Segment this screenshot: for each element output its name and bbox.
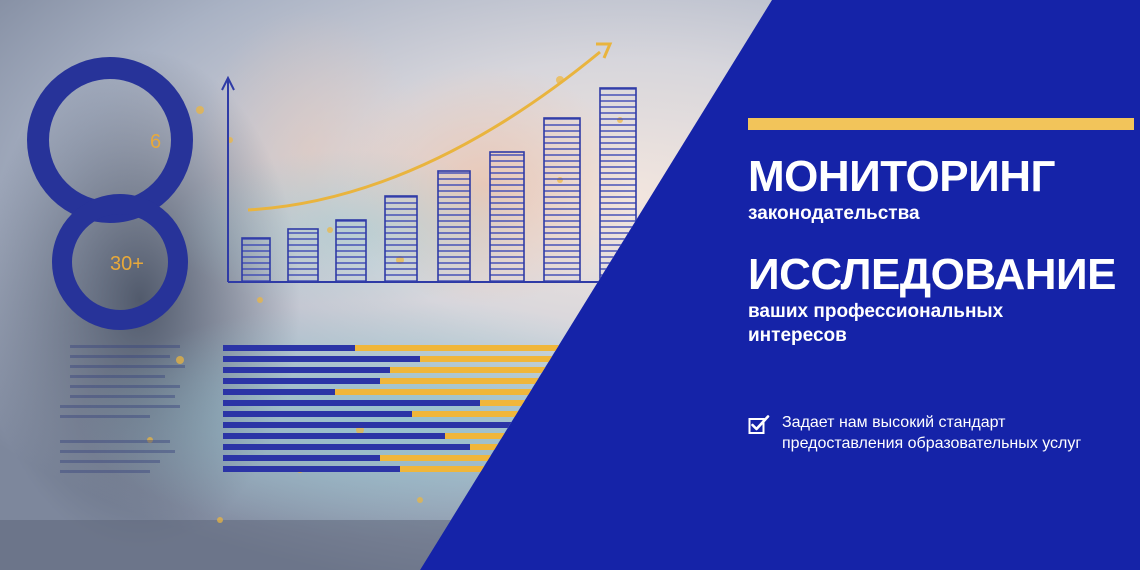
circle-label-top: 6 xyxy=(150,131,161,153)
headline-research-subtitle: ваших профессиональных интересов xyxy=(748,301,1004,346)
accent-bar xyxy=(748,118,1134,130)
headline-monitoring: МОНИТОРИНГ xyxy=(748,152,1055,201)
text-panel: МОНИТОРИНГ законодательства ИССЛЕДОВАНИЕ… xyxy=(748,118,1138,454)
feature-item: Задает нам высокий стандарт предоставлен… xyxy=(748,412,1138,454)
headline-monitoring-subtitle: законодательства xyxy=(748,203,920,224)
headline-research: ИССЛЕДОВАНИЕ xyxy=(748,250,1116,299)
feature-text: Задает нам высокий стандарт предоставлен… xyxy=(782,414,1082,452)
checkbox-check-icon xyxy=(748,415,770,434)
circle-label-middle: 30+ xyxy=(110,253,144,275)
